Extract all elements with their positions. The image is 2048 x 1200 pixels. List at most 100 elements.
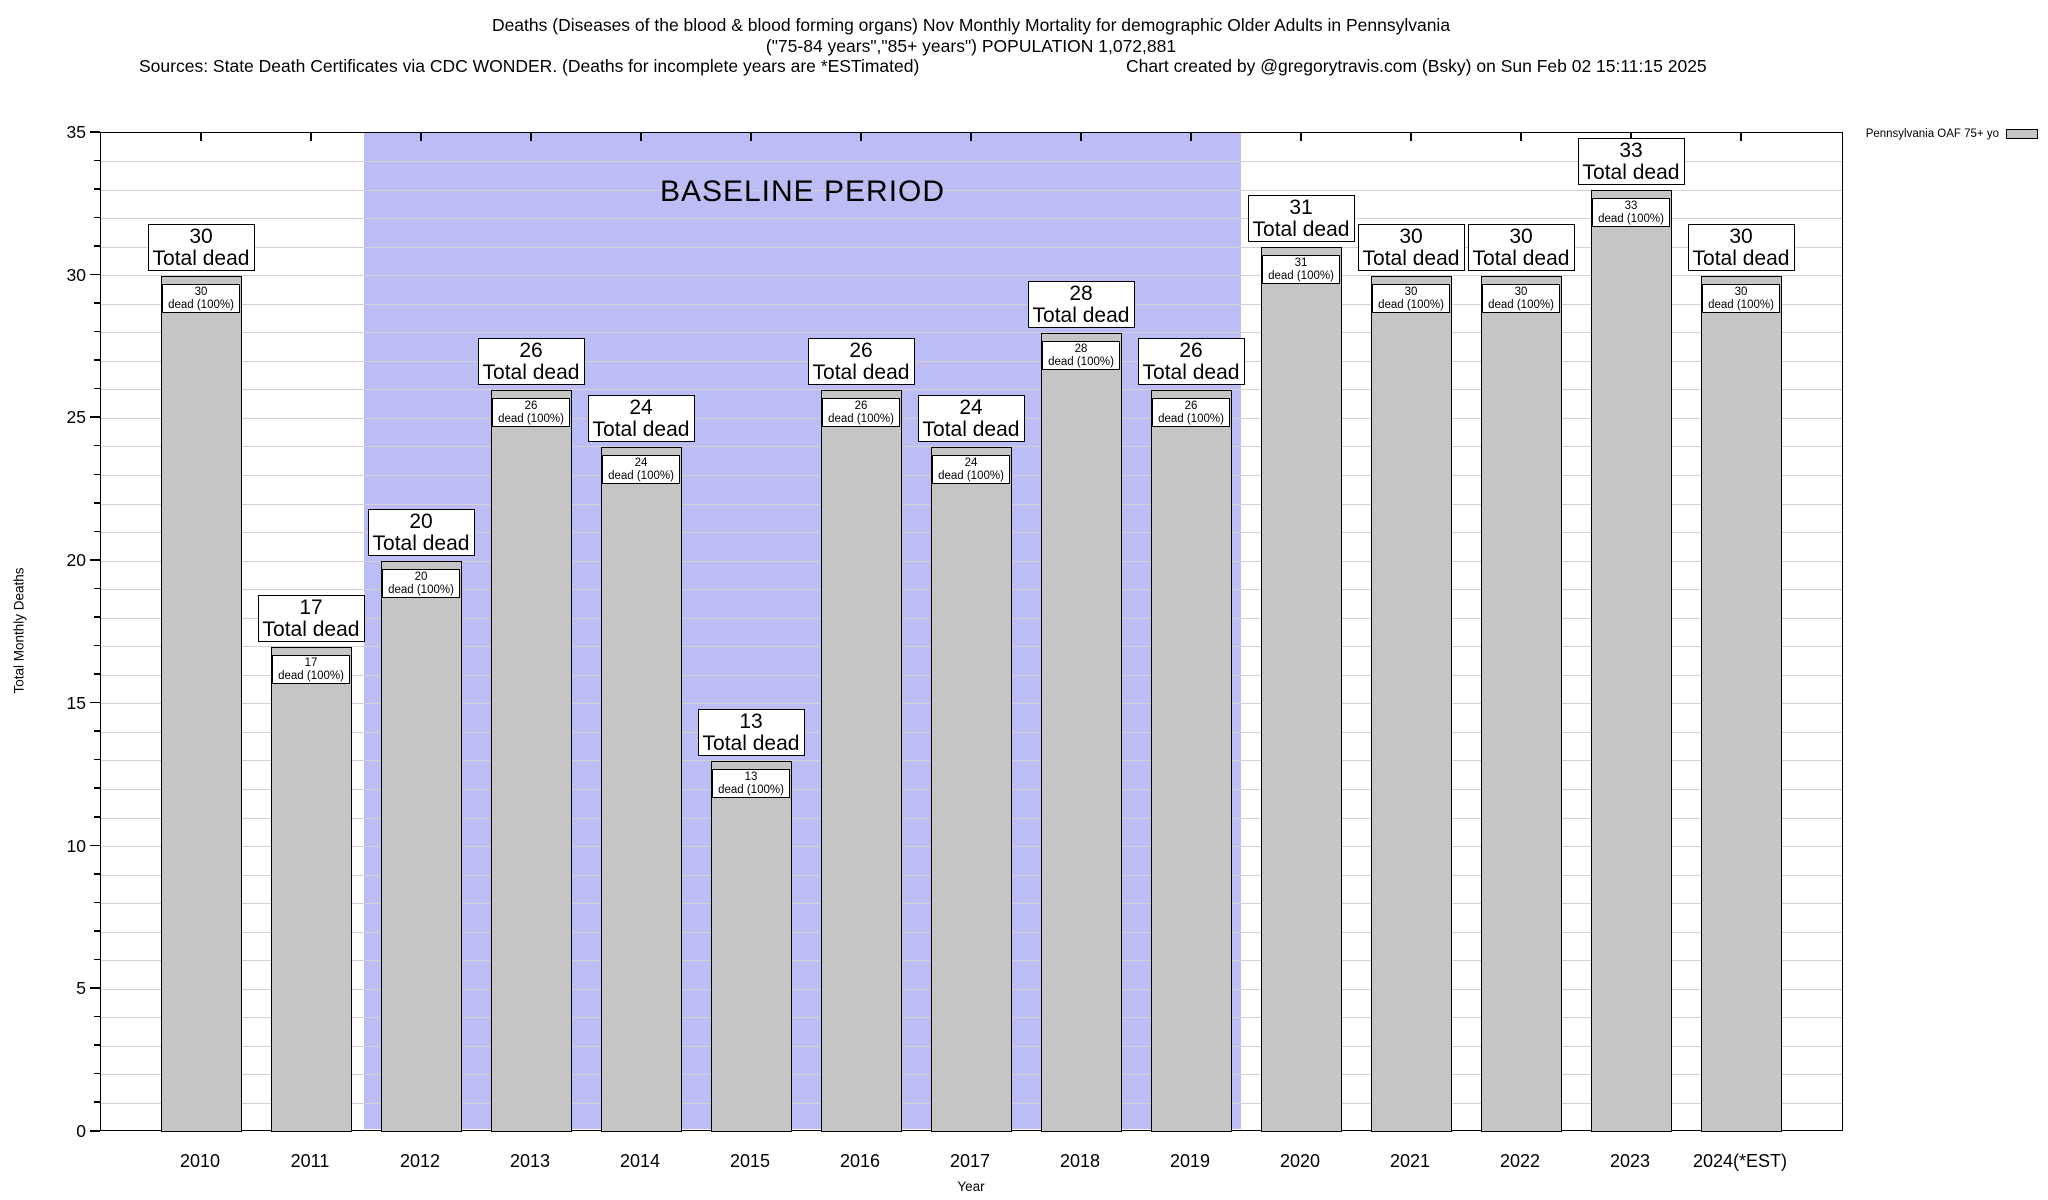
bar-total-label-text: Total dead — [482, 360, 580, 384]
bar — [1260, 247, 1342, 1132]
bar-total-label-value: 20 — [409, 510, 433, 534]
bar-top-label-text: dead (100%) — [828, 412, 894, 425]
y-tick-label: 5 — [76, 978, 86, 999]
bar-top-label-value: 28 — [1074, 342, 1088, 355]
y-minor-tick — [94, 730, 100, 732]
x-tick-label: 2010 — [179, 1151, 221, 1171]
y-major-tick — [90, 416, 100, 418]
x-top-tick — [640, 133, 642, 141]
chart-credit: Chart created by @gregorytravis.com (Bsk… — [1126, 56, 1707, 76]
bar-total-label-text: Total dead — [1362, 246, 1460, 270]
x-tick-label: 2021 — [1389, 1151, 1431, 1171]
y-major-tick — [90, 701, 100, 704]
bar-total-label: 30 Total dead — [1357, 223, 1465, 271]
y-minor-tick — [94, 901, 100, 904]
x-tick-label: 2014 — [619, 1151, 661, 1171]
y-minor-tick — [94, 958, 100, 961]
bar-total-label-value: 30 — [1399, 224, 1423, 248]
bar-top-label-text: dead (100%) — [278, 669, 344, 682]
bar-total-label-value: 26 — [849, 338, 873, 362]
x-tick-label: 2023 — [1609, 1151, 1651, 1171]
bar-total-label: 31 Total dead — [1247, 195, 1355, 243]
y-tick-label: 25 — [66, 407, 86, 428]
bar-top-label: 24 dead (100%) — [932, 454, 1010, 484]
bar — [160, 275, 242, 1132]
bar-top-label-value: 13 — [744, 770, 758, 783]
x-top-tick — [750, 133, 752, 141]
x-tick-label: 2022 — [1499, 1151, 1541, 1171]
bar-top-label-text: dead (100%) — [1048, 355, 1114, 368]
bar-total-label-value: 33 — [1619, 139, 1643, 163]
bar-top-label-value: 31 — [1294, 257, 1308, 270]
bar-top-label-value: 30 — [194, 285, 208, 298]
bar-total-label-text: Total dead — [1142, 360, 1240, 384]
gridline — [101, 275, 1842, 277]
bar-total-label-value: 30 — [1509, 224, 1533, 248]
legend: Pennsylvania OAF 75+ yo — [1856, 128, 2038, 140]
bar-total-label-text: Total dead — [812, 360, 910, 384]
bar-total-label-value: 17 — [299, 595, 323, 619]
y-major-tick — [90, 273, 100, 276]
bar-top-label-text: dead (100%) — [718, 783, 784, 796]
x-top-tick — [1520, 133, 1522, 141]
bar-top-label: 13 dead (100%) — [712, 768, 790, 798]
bar-total-label-value: 13 — [739, 709, 763, 733]
y-minor-tick — [94, 530, 100, 533]
bar-top-label-value: 30 — [1514, 285, 1528, 298]
x-tick-label: 2015 — [729, 1151, 771, 1171]
bar-total-label: 20 Total dead — [367, 509, 475, 557]
bar-total-label: 26 Total dead — [807, 337, 915, 385]
bar-total-label: 30 Total dead — [1467, 223, 1575, 271]
y-minor-tick — [94, 302, 100, 304]
bar-total-label-value: 28 — [1069, 281, 1093, 305]
bar-top-label-value: 20 — [414, 571, 428, 584]
bar-total-label: 28 Total dead — [1027, 280, 1135, 328]
bar-total-label-value: 30 — [1729, 224, 1753, 248]
bar-top-label: 30 dead (100%) — [162, 283, 240, 313]
y-minor-tick — [94, 502, 100, 504]
bar-total-label: 17 Total dead — [257, 594, 365, 642]
bar — [820, 389, 902, 1132]
y-minor-tick — [94, 758, 100, 761]
bar-total-label: 24 Total dead — [587, 394, 695, 442]
y-axis-title: Total Monthly Deaths — [11, 567, 27, 694]
y-tick-label: 10 — [66, 835, 86, 856]
x-top-tick — [1740, 133, 1742, 141]
x-top-tick — [530, 133, 532, 141]
bar-top-label: 30 dead (100%) — [1482, 283, 1560, 313]
y-minor-tick — [94, 245, 100, 247]
gridline — [101, 161, 1842, 163]
bar-total-label: 24 Total dead — [917, 394, 1025, 442]
gridline — [101, 189, 1842, 191]
x-tick-label: 2024(*EST) — [1692, 1151, 1788, 1171]
chart-title-line2: ("75-84 years","85+ years") POPULATION 1… — [765, 36, 1177, 56]
y-major-tick — [90, 131, 100, 133]
bar-total-label: 26 Total dead — [477, 337, 585, 385]
gridline — [101, 218, 1842, 220]
bar-top-label-value: 26 — [854, 399, 868, 412]
bar — [490, 389, 572, 1132]
bar-total-label-text: Total dead — [1692, 246, 1790, 270]
bar-top-label: 26 dead (100%) — [822, 397, 900, 427]
bar-total-label-value: 26 — [519, 338, 543, 362]
y-tick-label: 15 — [66, 692, 86, 713]
bar-total-label: 30 Total dead — [1687, 223, 1795, 271]
bar-top-label: 26 dead (100%) — [492, 397, 570, 427]
bar-top-label: 24 dead (100%) — [602, 454, 680, 484]
sources-note: Sources: State Death Certificates via CD… — [139, 56, 920, 76]
y-major-tick — [90, 559, 100, 561]
x-tick-label: 2019 — [1169, 1151, 1211, 1171]
bar-total-label-text: Total dead — [1032, 303, 1130, 327]
y-major-tick — [90, 844, 100, 847]
y-minor-tick — [94, 1101, 100, 1103]
y-minor-tick — [94, 216, 100, 219]
bar-top-label-text: dead (100%) — [388, 584, 454, 597]
y-minor-tick — [94, 359, 100, 361]
y-minor-tick — [94, 644, 100, 647]
x-tick-label: 2018 — [1059, 1151, 1101, 1171]
y-minor-tick — [94, 587, 100, 590]
bar — [710, 760, 792, 1132]
bar-top-label-text: dead (100%) — [1378, 298, 1444, 311]
bar-top-label-text: dead (100%) — [1598, 213, 1664, 226]
